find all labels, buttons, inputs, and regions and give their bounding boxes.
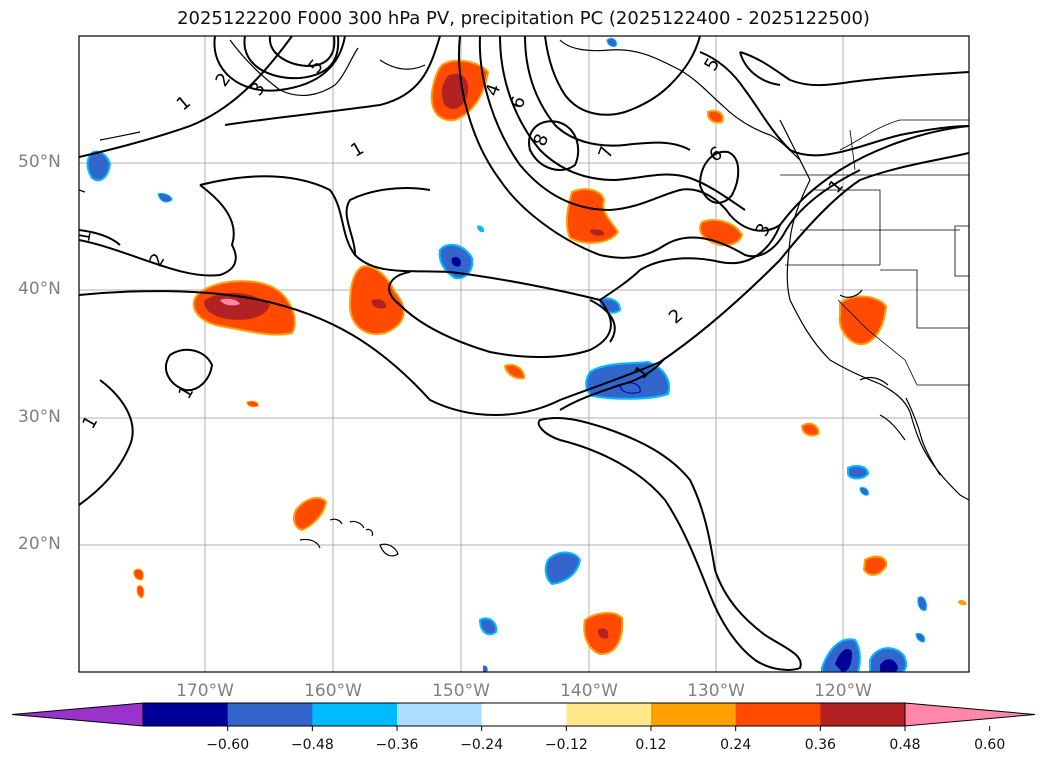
precip-area (293, 496, 328, 532)
lat-label-20n: 20°N (18, 534, 61, 554)
precip-area (544, 551, 582, 586)
pv-contour (589, 299, 616, 343)
precip-area (565, 188, 620, 244)
lon-label-140w: 140°W (560, 681, 618, 701)
precip-area (133, 568, 144, 581)
lat-label-30n: 30°N (18, 407, 61, 427)
colorbar-segment (735, 703, 821, 726)
pv-contour (699, 51, 969, 157)
pv-contour (165, 348, 214, 392)
colorbar-tick-label: 0.48 (889, 737, 921, 753)
pv-contour (544, 36, 701, 116)
pv-contour (739, 51, 969, 87)
lon-label-130w: 130°W (687, 681, 745, 701)
pv-contour (79, 229, 121, 246)
pv-contour (458, 36, 861, 259)
map-frame (78, 35, 970, 673)
colorbar-tick-label: 0.60 (974, 737, 1006, 753)
pv-contour (199, 175, 612, 358)
precip-area (917, 596, 927, 611)
precip-area (880, 659, 898, 672)
colorbar-segment (566, 703, 652, 726)
precip-area (835, 648, 852, 672)
colorbar-segment (312, 703, 398, 726)
pv-contour (739, 51, 781, 86)
lat-label-50n: 50°N (18, 152, 61, 172)
precip-area (589, 229, 605, 236)
graticule (79, 36, 969, 672)
precip-area (597, 628, 609, 639)
colorbar-segment (227, 703, 313, 726)
precip-area (157, 193, 173, 203)
pv-contour (599, 125, 969, 301)
pv-contour (79, 184, 237, 277)
pv-contour (478, 36, 781, 232)
precip-area (477, 225, 485, 233)
pv-contour (79, 152, 969, 416)
precip-area (958, 599, 967, 606)
pv-contour (268, 36, 336, 68)
precip-area (136, 585, 145, 599)
pv-contours (79, 36, 969, 671)
precip-area (838, 295, 888, 346)
colorbar-segment (143, 703, 229, 726)
pv-contour (528, 120, 580, 171)
pv-contour (79, 379, 134, 506)
precip-area (220, 298, 240, 306)
pv-contour (537, 417, 802, 671)
colorbar-tick-label: −0.48 (290, 737, 334, 753)
colorbar-segment (481, 703, 567, 726)
colorbar-tick-label: 0.24 (720, 737, 752, 753)
precip-area (503, 364, 526, 380)
lon-label-150w: 150°W (432, 681, 490, 701)
precip-area (859, 487, 869, 496)
precip-area (800, 422, 820, 437)
precip-area (483, 665, 488, 672)
precip-area (606, 37, 617, 47)
colorbar-tick-label: 0.36 (804, 737, 836, 753)
coastlines (79, 39, 969, 557)
colorbar-frame (142, 702, 906, 727)
precip-area (706, 109, 724, 124)
precip-area (915, 633, 925, 643)
precip-area (847, 465, 870, 480)
pv-contour (224, 36, 441, 126)
precip-area (246, 400, 259, 408)
colorbar-tick-label: −0.24 (460, 737, 504, 753)
colorbar-tick-label: −0.60 (206, 737, 250, 753)
colorbar-tick-label: −0.36 (375, 737, 419, 753)
colorbar-segment (651, 703, 737, 726)
colorbar-tick-label: 0.12 (635, 737, 667, 753)
colorbar-segments (11, 702, 1036, 727)
pv-contour (698, 150, 740, 204)
contour-label: 1 (73, 229, 96, 244)
lon-label-170w: 170°W (176, 681, 234, 701)
lon-label-120w: 120°W (814, 681, 872, 701)
colorbar-segment (397, 703, 483, 726)
colorbar-tick-marks (227, 726, 991, 731)
pv-contour (243, 36, 340, 80)
map-title: 2025122200 F000 300 hPa PV, precipitatio… (177, 8, 870, 29)
pv-contour (345, 187, 431, 256)
colorbar-tick-label: −0.12 (544, 737, 588, 753)
precip-area (478, 617, 498, 636)
lat-label-40n: 40°N (18, 279, 61, 299)
pv-contour (213, 36, 346, 92)
colorbar-extend-high (904, 702, 1036, 727)
pv-contour (524, 36, 691, 151)
precip-area (862, 555, 888, 576)
pv-contour (499, 36, 746, 211)
precip-area (451, 257, 461, 267)
precip-area (371, 299, 387, 309)
state-borders (780, 119, 969, 386)
map-background (79, 36, 969, 672)
pv-contour (559, 357, 666, 411)
precipitation-positive-areas (133, 59, 967, 656)
lon-label-160w: 160°W (304, 681, 362, 701)
colorbar-segment (820, 703, 906, 726)
colorbar-extend-low (11, 702, 144, 727)
